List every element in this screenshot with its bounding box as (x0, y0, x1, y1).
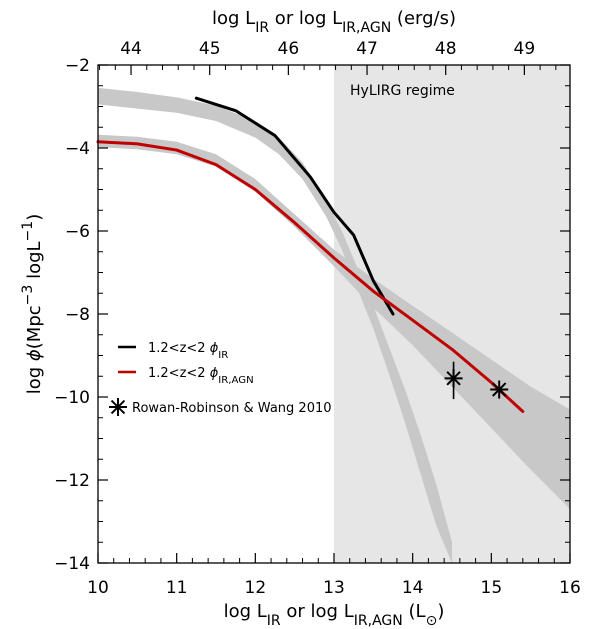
x-tick-label: 14 (402, 578, 424, 598)
x-tick-label: 13 (323, 578, 345, 598)
data-point-1-d2 (446, 371, 461, 386)
series-line-1 (194, 96, 395, 316)
x-tick-label: 10 (87, 578, 109, 598)
legend-label-phi-ir-agn: 1.2<z<2 ϕIR,AGN (148, 366, 254, 386)
x2-tick-label: 48 (435, 39, 457, 59)
x-tick-label: 16 (559, 578, 581, 598)
legend-marker-rowan-robinson-d2 (110, 399, 126, 415)
hylirg-region-label: HyLIRG regime (350, 83, 455, 99)
y-tick-label: −6 (65, 222, 90, 242)
y-tick-label: −10 (54, 388, 90, 408)
x2-tick-label: 49 (514, 39, 536, 59)
legend-label-rowan-robinson: Rowan-Robinson & Wang 2010 (132, 401, 332, 416)
y-tick-label: −12 (54, 471, 90, 491)
y-axis-title: log ϕ(Mpc−3 logL−1) (20, 214, 45, 395)
data-point-2-d2 (492, 382, 507, 397)
series-line-2 (96, 140, 525, 414)
data-point-2 (490, 380, 509, 399)
legend: 1.2<z<2 ϕIR 1.2<z<2 ϕIR,AGN Rowan-Robinson… (109, 341, 332, 416)
y-tick-label: −2 (65, 56, 90, 76)
legend-marker-rowan-robinson (109, 398, 127, 416)
legend-label-phi-ir: 1.2<z<2 ϕIR (148, 341, 228, 361)
plot-area: HyLIRG regime (96, 65, 570, 563)
x2-axis-title: log LIR or log LIR,AGN (erg/s) (212, 8, 456, 36)
x-tick-label: 12 (245, 578, 267, 598)
x2-tick-label: 44 (120, 39, 142, 59)
x-axis-title: log LIR or log LIR,AGN (L⊙) (224, 601, 445, 629)
x2-tick-label: 47 (356, 39, 378, 59)
data-point-1 (444, 369, 463, 388)
x2-tick-label: 46 (278, 39, 300, 59)
y-tick-label: −8 (65, 305, 90, 325)
x-tick-label: 15 (481, 578, 503, 598)
y-tick-label: −4 (65, 139, 90, 159)
x-tick-label: 11 (166, 578, 188, 598)
y-tick-label: −14 (54, 554, 90, 574)
x2-tick-label: 45 (199, 39, 221, 59)
axes: 10 11 12 13 14 15 16 44 45 46 47 48 49 −2 −4 −6 −8 −10 −12… (20, 8, 581, 629)
